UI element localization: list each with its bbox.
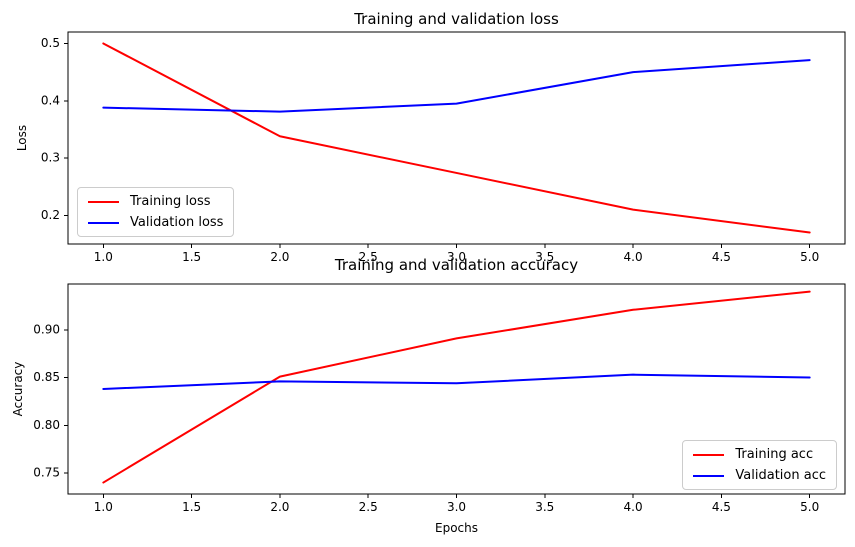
x-tick-label: 5.0	[800, 250, 819, 264]
line-validation-loss	[102, 59, 811, 113]
x-tick-label: 3.0	[447, 250, 466, 264]
x-tick-label: 1.0	[94, 250, 113, 264]
x-tick-label: 2.0	[270, 500, 289, 514]
loss-chart-title: Training and validation loss	[354, 10, 559, 28]
y-tick-label: 0.2	[41, 208, 60, 222]
y-tick-label: 0.5	[41, 36, 60, 50]
x-tick-label: 1.0	[94, 500, 113, 514]
y-tick-label: 0.3	[41, 151, 60, 165]
legend-entry-validation-loss: Validation loss	[88, 215, 223, 230]
legend-label-validation-loss: Validation loss	[130, 215, 224, 230]
legend-label-validation-acc: Validation acc	[735, 468, 826, 483]
legend-entry-training-acc: Training acc	[693, 447, 826, 462]
x-tick-label: 2.0	[270, 250, 289, 264]
legend-label-training-loss: Training loss	[130, 194, 211, 209]
x-tick-label: 2.5	[359, 250, 378, 264]
x-tick-label: 3.5	[535, 250, 554, 264]
y-tick-label: 0.85	[33, 370, 60, 384]
x-tick-label: 2.5	[359, 500, 378, 514]
x-tick-label: 3.5	[535, 500, 554, 514]
y-tick-label: 0.80	[33, 418, 60, 432]
x-tick-label: 5.0	[800, 500, 819, 514]
line-validation-acc	[102, 373, 811, 390]
validation-acc-line-swatch	[693, 474, 725, 477]
x-tick-label: 1.5	[182, 250, 201, 264]
x-tick-label: 3.0	[447, 500, 466, 514]
line-training-loss	[102, 42, 811, 234]
legend-label-training-acc: Training acc	[735, 447, 814, 462]
y-tick-label: 0.90	[33, 322, 60, 336]
x-tick-label: 4.0	[624, 500, 643, 514]
loss-legend: Training loss Validation loss	[77, 187, 235, 237]
training-acc-line-swatch	[693, 453, 725, 456]
legend-entry-validation-acc: Validation acc	[693, 468, 826, 483]
y-tick-label: 0.75	[33, 466, 60, 480]
accuracy-y-axis-label: Accuracy	[11, 361, 25, 417]
accuracy-legend: Training acc Validation acc	[682, 440, 837, 490]
training-loss-line-swatch	[88, 200, 119, 203]
x-tick-label: 1.5	[182, 500, 201, 514]
accuracy-chart-title: Training and validation accuracy	[334, 256, 579, 274]
epochs-x-axis-label: Epochs	[435, 521, 478, 535]
x-tick-label: 4.5	[712, 250, 731, 264]
validation-loss-line-swatch	[88, 221, 119, 224]
legend-entry-training-loss: Training loss	[88, 194, 223, 209]
loss-y-axis-label: Loss	[15, 124, 29, 152]
line-training-acc	[102, 290, 811, 484]
x-tick-label: 4.0	[624, 250, 643, 264]
x-tick-label: 4.5	[712, 500, 731, 514]
y-tick-label: 0.4	[41, 93, 60, 107]
